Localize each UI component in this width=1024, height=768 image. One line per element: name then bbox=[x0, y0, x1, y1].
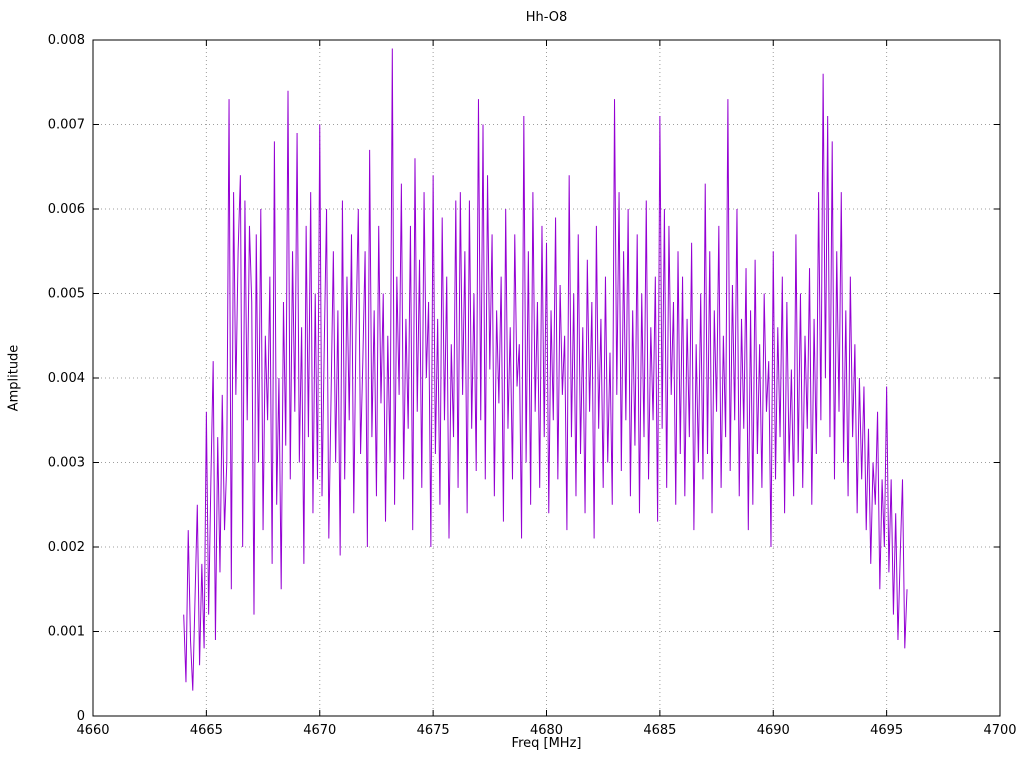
y-tick-label: 0.001 bbox=[48, 625, 85, 640]
chart-title: Hh-O8 bbox=[525, 10, 568, 25]
y-tick-label: 0.003 bbox=[48, 456, 85, 471]
x-tick-label: 4695 bbox=[870, 723, 903, 738]
x-tick-label: 4665 bbox=[190, 723, 223, 738]
y-tick-label: 0.008 bbox=[48, 33, 85, 48]
x-tick-label: 4680 bbox=[530, 723, 563, 738]
spectrum-line bbox=[183, 48, 908, 691]
y-tick-label: 0.004 bbox=[48, 371, 85, 386]
y-tick-label: 0.005 bbox=[48, 287, 85, 302]
y-tick-label: 0.007 bbox=[48, 118, 85, 133]
x-axis-label: Freq [MHz] bbox=[511, 736, 582, 751]
x-tick-label: 4670 bbox=[303, 723, 336, 738]
x-tick-label: 4675 bbox=[417, 723, 450, 738]
x-tick-label: 4700 bbox=[983, 723, 1016, 738]
x-tick-label: 4685 bbox=[643, 723, 676, 738]
x-tick-label: 4690 bbox=[757, 723, 790, 738]
y-tick-label: 0 bbox=[77, 709, 85, 724]
y-tick-label: 0.006 bbox=[48, 202, 85, 217]
y-tick-label: 0.002 bbox=[48, 540, 85, 555]
x-tick-label: 4660 bbox=[76, 723, 109, 738]
